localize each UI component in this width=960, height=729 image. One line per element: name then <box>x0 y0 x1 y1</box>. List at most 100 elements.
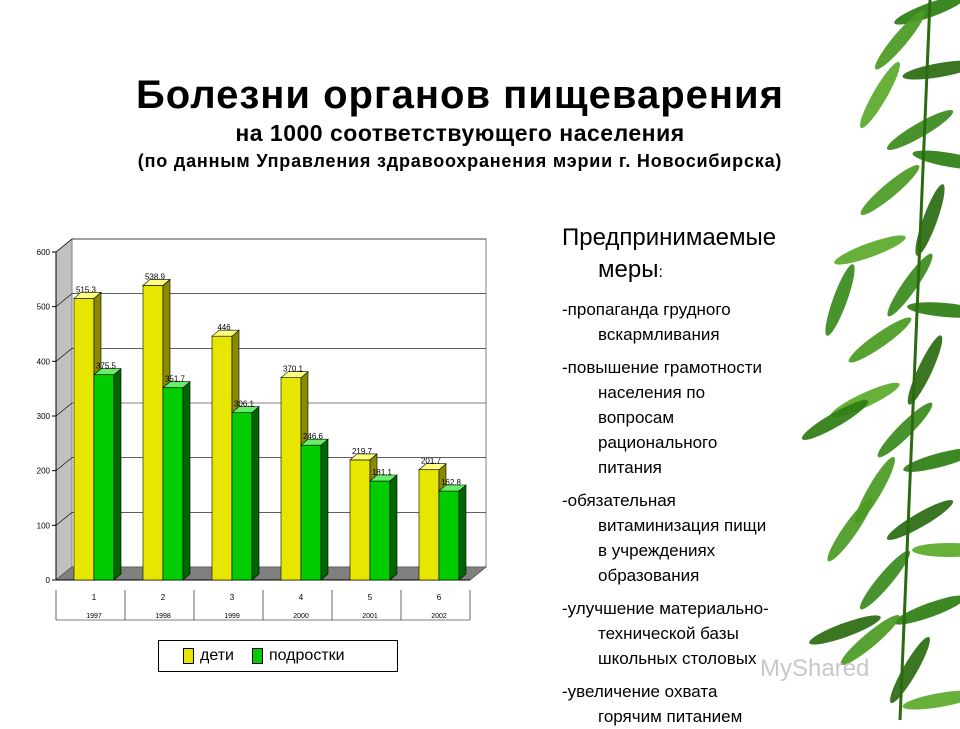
chart-legend: дети подростки <box>158 640 398 672</box>
x-year-label: 2000 <box>293 613 309 620</box>
bar-front <box>142 285 164 581</box>
bar-top <box>349 453 378 461</box>
bar-front <box>300 444 322 581</box>
measure-line: вопросам <box>598 408 675 427</box>
measures-panel: Предпринимаемые меры: -пропаганда грудно… <box>562 222 862 729</box>
data-label: 201.7 <box>421 457 442 466</box>
bar-front <box>438 490 460 581</box>
measure-item: -пропаганда грудного вскармливания <box>562 297 862 347</box>
x-tick-label: 6 <box>437 593 442 602</box>
bar-top <box>280 371 309 378</box>
bar-front <box>73 298 95 581</box>
bar-side <box>182 381 191 581</box>
data-label: 446 <box>217 323 231 332</box>
x-year-label: 1997 <box>86 613 102 620</box>
bar-top <box>93 368 122 376</box>
bar-side <box>320 438 329 581</box>
measures-heading-colon: : <box>658 264 663 281</box>
legend-label-children: дети <box>200 647 234 664</box>
data-label: 162.8 <box>441 478 462 487</box>
bar-front <box>231 412 253 581</box>
measure-line: образования <box>598 566 700 585</box>
measure-line: -повышение грамотности <box>562 358 763 377</box>
measure-line: -пропаганда грудного <box>562 300 731 319</box>
data-label: 246.6 <box>303 432 324 441</box>
bar-top <box>418 463 447 471</box>
bar-front <box>280 377 302 581</box>
bar-front <box>369 480 391 581</box>
data-label: 306.1 <box>234 400 255 409</box>
y-tick-label: 400 <box>37 357 51 366</box>
page-subtitle: на 1000 соответствующего населения <box>235 120 685 146</box>
measure-item: -обязательная витаминизация пищи в учрежде… <box>562 488 862 588</box>
x-tick-label: 3 <box>230 593 235 602</box>
legend-swatch-teens <box>251 648 263 664</box>
bar-front <box>162 387 184 581</box>
measure-line: школьных столовых <box>598 649 757 668</box>
measure-item: -улучшение материально-технической базы ш… <box>562 596 862 671</box>
gridline-diagonal <box>55 348 73 362</box>
bar-top <box>162 381 191 389</box>
data-label: 538.9 <box>145 272 166 281</box>
legend-swatch-children <box>183 648 194 664</box>
measure-line: горячим питанием <box>598 707 743 726</box>
y-tick-label: 0 <box>46 576 51 585</box>
bar-top <box>211 329 240 337</box>
gridline-diagonal <box>55 293 73 307</box>
bar-side <box>389 474 398 581</box>
title-block: Болезни органов пищеварения на 1000 соот… <box>20 72 900 174</box>
x-year-label: 1999 <box>224 613 240 620</box>
measures-list: -пропаганда грудного вскармливания -повыше… <box>562 297 862 729</box>
measures-heading: Предпринимаемые меры: <box>562 222 862 289</box>
gridline-diagonal <box>55 457 73 471</box>
x-year-label: 2002 <box>431 613 447 620</box>
y-tick-label: 100 <box>37 521 51 530</box>
bar-front <box>418 469 440 581</box>
bar-side <box>113 368 122 581</box>
bar-top <box>231 406 260 413</box>
bar-side <box>251 406 260 581</box>
measure-line: в учреждениях <box>598 541 716 560</box>
page-title: Болезни органов пищеварения <box>136 73 784 117</box>
measure-line: вскармливания <box>598 325 720 344</box>
bar-top <box>438 484 467 492</box>
measure-item: -увеличение охвата горячим питанием <box>562 679 862 729</box>
legend-item-teens: подростки <box>251 647 345 665</box>
x-year-label: 1998 <box>155 613 171 620</box>
gridline-diagonal <box>55 238 73 253</box>
x-tick-label: 2 <box>161 593 166 602</box>
data-label: 219.7 <box>352 447 373 456</box>
y-tick-label: 200 <box>37 467 51 476</box>
measure-line: населения по <box>598 383 706 402</box>
measures-heading-line1: Предпринимаемые <box>562 224 777 251</box>
y-tick-label: 300 <box>37 412 51 421</box>
legend-label-teens: подростки <box>268 647 345 664</box>
legend-item-children: дети <box>183 647 234 665</box>
gridline-diagonal <box>55 512 73 526</box>
measures-heading-line2: меры <box>598 256 659 283</box>
y-tick-label: 600 <box>37 248 51 257</box>
x-tick-label: 4 <box>299 593 304 602</box>
bar-front <box>93 374 115 581</box>
measure-line: витаминизация пищи <box>598 516 767 535</box>
x-tick-label: 1 <box>92 593 97 602</box>
x-year-label: 2001 <box>362 613 378 620</box>
data-label: 181.1 <box>372 468 393 477</box>
bar-chart: 0 100 200 300 400 500 600 515.3 375.5 1 1997 538.9 3… <box>37 237 488 621</box>
measure-line: -увеличение охвата <box>562 682 718 701</box>
measure-item: -повышение грамотности населения по вопрос… <box>562 355 862 480</box>
data-label: 351.7 <box>165 375 186 384</box>
bar-front <box>349 459 371 581</box>
bar-top <box>369 474 398 482</box>
measure-line: технической базы <box>598 624 739 643</box>
bar-top <box>73 292 102 299</box>
measure-line: -обязательная <box>562 491 676 510</box>
bar-top <box>300 438 329 446</box>
y-tick-label: 500 <box>37 303 51 312</box>
measure-line: -улучшение материально- <box>562 599 769 618</box>
bar-side <box>458 484 467 581</box>
gridline-diagonal <box>55 402 73 417</box>
data-label: 515.3 <box>76 285 97 294</box>
bamboo-decoration <box>780 0 960 721</box>
bar-top <box>142 279 171 286</box>
